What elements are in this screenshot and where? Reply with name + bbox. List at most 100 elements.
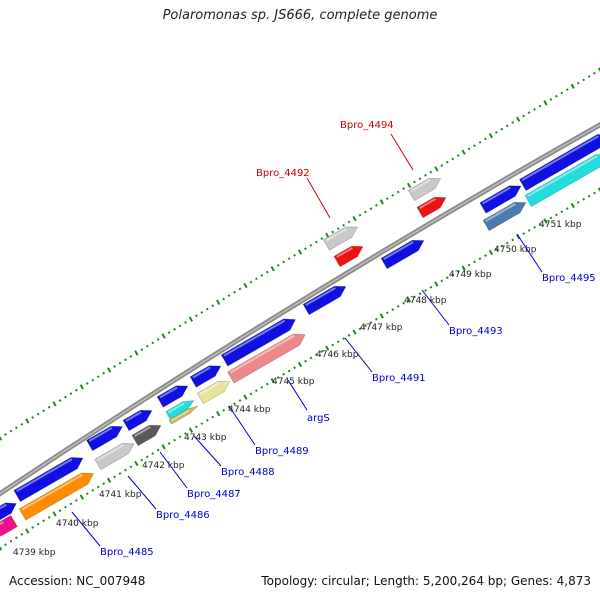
ruler-tick-mark [47,405,51,409]
ruler-tick-mark [314,240,318,244]
genome-backbone [0,121,600,497]
gene-label[interactable]: Bpro_4495 [542,273,596,284]
ruler-tick-mark [304,359,307,363]
ruler-tick-mark [222,297,226,301]
ruler-tick-mark [184,321,187,324]
ruler-tick-mark [52,401,57,407]
ruler-tick-mark [374,317,378,321]
ruler-tick-label: 4746 kbp [316,350,359,360]
ruler-tick-mark [74,499,78,502]
ruler-tick-mark [52,511,57,517]
ruler-tick-mark [42,409,46,413]
gene-label[interactable]: Bpro_4489 [255,446,309,457]
ruler-tick-mark [576,201,580,204]
gene-label[interactable]: Bpro_4488 [221,467,275,478]
ruler-tick-label: 4741 kbp [99,490,142,500]
ruler-tick-mark [413,180,416,184]
ruler-tick-mark [260,385,264,389]
ruler-tick-mark [347,333,351,337]
ruler-tick-mark [505,241,509,245]
ruler-tick-mark [369,321,373,324]
ruler-tick-mark [36,522,40,526]
gene-feature-blue-j[interactable] [479,181,524,214]
gene-feature-blue-h[interactable] [302,281,349,316]
ruler-tick-labels: 4739 kbp 4740 kbp 4741 kbp 4742 kbp 4743 kbp… [13,220,582,558]
accession-text: Accession: NC_007948 [9,574,146,588]
ruler-tick-mark [118,361,122,365]
ruler-tick-mark [102,482,106,485]
gene-feature-magenta[interactable] [0,514,18,540]
gene-feature-blue-e[interactable] [156,381,191,408]
ruler-tick-mark [309,243,313,247]
ruler-tick-mark [434,166,439,172]
ruler-tick-mark [500,244,504,248]
gene-feature-blue-b[interactable] [13,452,86,503]
gene-feature-cyan-large[interactable] [524,149,600,208]
gene-feature-orange[interactable] [18,468,97,521]
ruler-tick-mark [451,273,455,276]
ruler-tick-mark [233,402,236,406]
gene-label[interactable]: Bpro_4487 [187,489,241,500]
ruler-tick-mark [352,215,357,222]
gene-feature-blue-d[interactable] [122,405,155,432]
ruler-tick-mark [178,324,182,328]
gene-feature-gray-4492[interactable] [323,222,360,251]
ruler-tick-mark [379,313,384,319]
gene-label[interactable]: Bpro_4485 [100,547,154,558]
ruler-tick-mark [461,149,466,155]
gene-feature-darkgray[interactable] [131,420,164,447]
ruler-tick-mark [543,100,548,106]
ruler-tick-mark [36,412,40,416]
ruler-tick-mark [418,177,422,181]
gene-feature-blue-f[interactable] [189,361,224,388]
ruler-tick-mark [576,81,580,85]
gene-feature-olive[interactable] [168,404,199,425]
gene-label[interactable]: Bpro_4486 [156,510,210,521]
gene-feature-blue-i[interactable] [380,235,427,270]
ruler-tick-mark [293,253,296,257]
gene-label[interactable]: argS [307,413,330,424]
ruler-tick-mark [385,197,389,201]
gene-feature-gray-c[interactable] [94,438,137,471]
gene-label[interactable]: Bpro_4494 [340,120,394,131]
gene-feature-blue-a[interactable] [0,498,19,523]
gene-feature-red-4494[interactable] [416,192,449,219]
gene-feature-khaki[interactable] [196,376,232,405]
ruler-tick-mark [184,432,187,435]
ruler-tick-mark [511,238,515,242]
ruler-tick-mark [129,465,133,469]
ruler-tick-mark [293,366,296,370]
ruler-tick-mark [113,365,116,368]
gene-feature-red-4492[interactable] [333,241,366,268]
ruler-tick-mark [424,174,427,177]
ruler-tick-mark [200,422,204,425]
callout-leader-line [228,405,256,446]
ruler-tick-mark [124,358,127,362]
ruler-tick-mark [347,220,351,224]
ruler-tick-mark [161,333,166,339]
ruler-tick-mark [211,415,215,419]
ruler-tick-mark [188,316,194,322]
ruler-tick-label: 4750 kbp [494,245,537,255]
gene-label[interactable]: Bpro_4491 [372,373,426,384]
gene-feature-blue-c[interactable] [86,421,126,452]
ruler-tick-mark [270,266,275,272]
ruler-tick-mark [64,505,67,509]
ruler-tick-mark [85,492,89,496]
gene-label[interactable]: Bpro_4492 [256,168,310,179]
gene-feature-blue-g[interactable] [220,314,299,367]
ruler-tick-mark [473,144,476,147]
ruler-tick-mark [478,140,482,144]
gene-feature-cyan-small[interactable] [165,397,196,420]
gene-label[interactable]: Bpro_4493 [449,326,503,337]
ruler-tick-mark [173,327,176,331]
gene-feature-gray-4494[interactable] [407,173,443,202]
gene-feature-pink[interactable] [227,329,309,384]
gene-feature-steel[interactable] [482,197,529,232]
ruler-tick-mark [216,299,221,305]
ruler-tick-mark [85,382,89,385]
gene-feature-blue-k[interactable] [519,129,600,192]
ruler-tick-mark [309,356,313,360]
ruler-tick-mark [391,308,395,311]
ruler-tick-mark [102,371,106,375]
